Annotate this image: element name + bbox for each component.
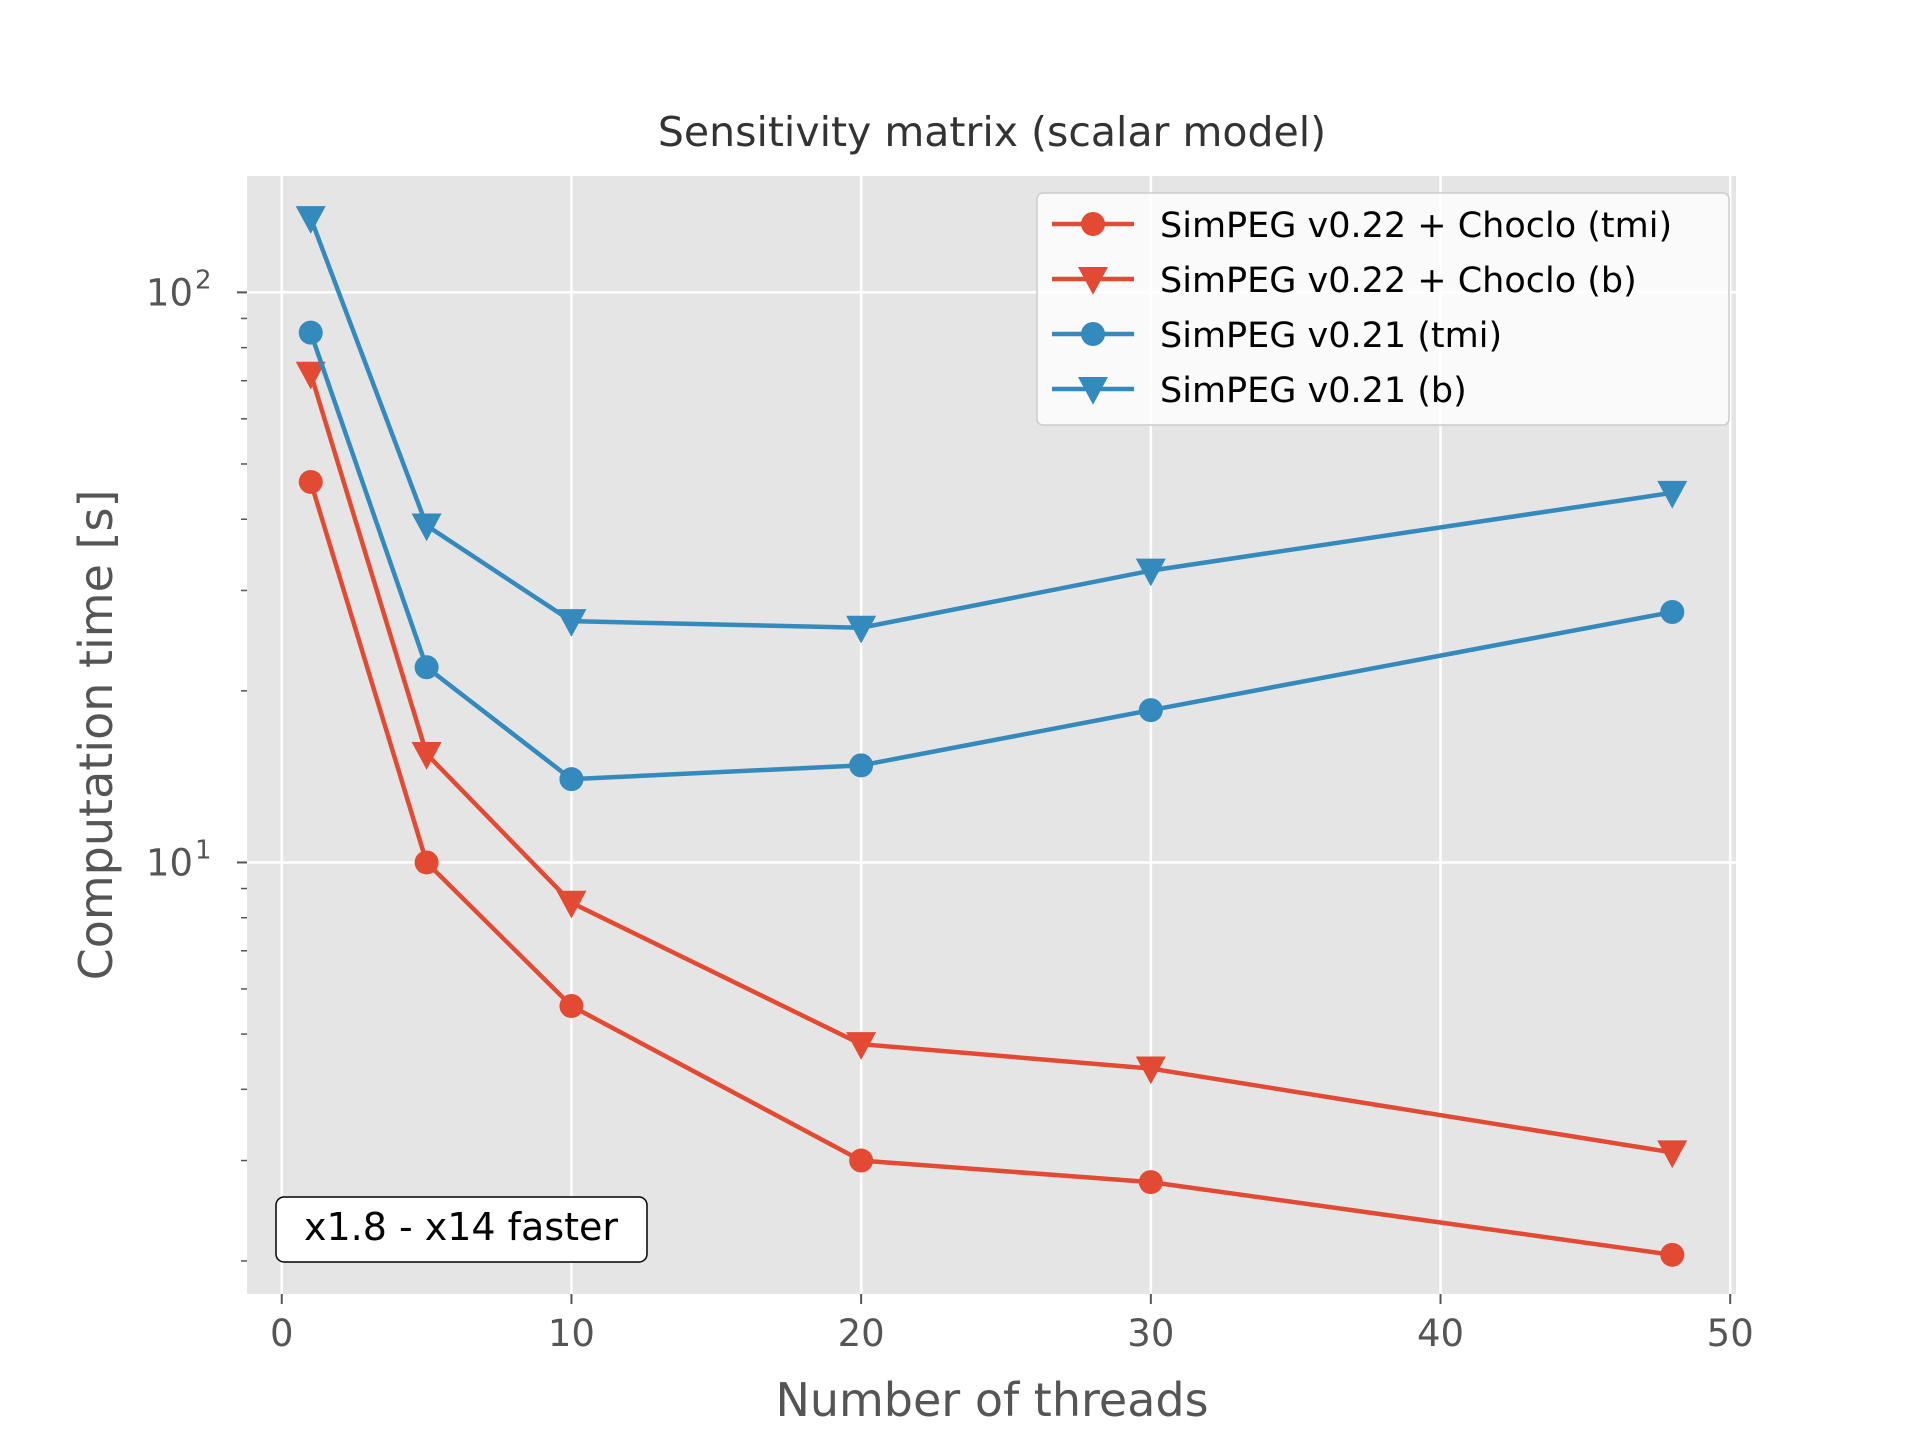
data-point — [1657, 1140, 1688, 1169]
legend-label: SimPEG v0.21 (tmi) — [1160, 316, 1502, 356]
data-point — [298, 469, 323, 494]
data-point — [411, 513, 442, 542]
chart-title: Sensitivity matrix (scalar model) — [658, 108, 1326, 156]
data-point — [846, 1032, 877, 1060]
annotation-box: x1.8 - x14 faster — [275, 1196, 648, 1263]
x-axis-label: Number of threads — [775, 1373, 1208, 1427]
y-tick-label: 10 — [146, 841, 193, 884]
data-point — [1078, 377, 1108, 405]
data-point — [1078, 267, 1108, 295]
x-tick-label: 40 — [1417, 1312, 1464, 1355]
series-3 — [298, 320, 1685, 792]
x-tick-label: 10 — [548, 1312, 595, 1355]
series-line — [308, 481, 1673, 1258]
x-tick-label: 0 — [270, 1312, 294, 1355]
annotation-text: x1.8 - x14 faster — [304, 1205, 618, 1249]
series-4 — [295, 206, 1688, 644]
data-point — [298, 320, 323, 345]
data-point — [1138, 698, 1163, 723]
legend-item: SimPEG v0.21 (b) — [1052, 371, 1467, 411]
legend: SimPEG v0.22 + Choclo (tmi) SimPEG v0.22 … — [1036, 192, 1730, 426]
y-tick-label: 10 — [146, 271, 193, 314]
data-point — [559, 994, 584, 1019]
data-point — [414, 850, 439, 875]
legend-item: SimPEG v0.22 + Choclo (b) — [1052, 261, 1637, 301]
legend-item: SimPEG v0.22 + Choclo (tmi) — [1052, 206, 1672, 246]
x-tick-label: 30 — [1127, 1312, 1174, 1355]
series-layer — [295, 206, 1688, 1267]
y-tick-label-exponent: 2 — [195, 265, 212, 295]
legend-label: SimPEG v0.21 (b) — [1160, 371, 1467, 411]
series-1 — [298, 469, 1685, 1267]
data-point — [295, 361, 326, 390]
y-tick-label-exponent: 1 — [195, 835, 212, 865]
data-point — [556, 890, 587, 919]
data-point — [1135, 558, 1166, 587]
x-tick-label: 20 — [838, 1312, 885, 1355]
legend-label: SimPEG v0.22 + Choclo (tmi) — [1160, 206, 1672, 246]
data-point — [1138, 1170, 1163, 1195]
series-line — [308, 217, 1673, 631]
data-point — [411, 741, 442, 770]
series-line — [308, 331, 1673, 782]
data-point — [295, 206, 326, 234]
data-point — [559, 767, 584, 792]
data-point — [414, 655, 439, 680]
data-point — [556, 609, 587, 637]
data-point — [1657, 480, 1688, 509]
series-2 — [295, 361, 1688, 1169]
data-point — [1081, 322, 1105, 346]
legend-label: SimPEG v0.22 + Choclo (b) — [1160, 261, 1637, 301]
data-point — [1660, 600, 1685, 625]
data-point — [1135, 1056, 1166, 1085]
legend-frame — [1036, 192, 1730, 426]
data-point — [849, 753, 874, 778]
data-point — [1081, 212, 1105, 236]
data-point — [1660, 1242, 1685, 1267]
data-point — [849, 1148, 874, 1173]
data-point — [846, 615, 877, 644]
y-axis-label: Computation time [s] — [69, 490, 123, 981]
legend-item: SimPEG v0.21 (tmi) — [1052, 316, 1502, 356]
x-tick-label: 50 — [1707, 1312, 1754, 1355]
series-line — [308, 373, 1673, 1155]
